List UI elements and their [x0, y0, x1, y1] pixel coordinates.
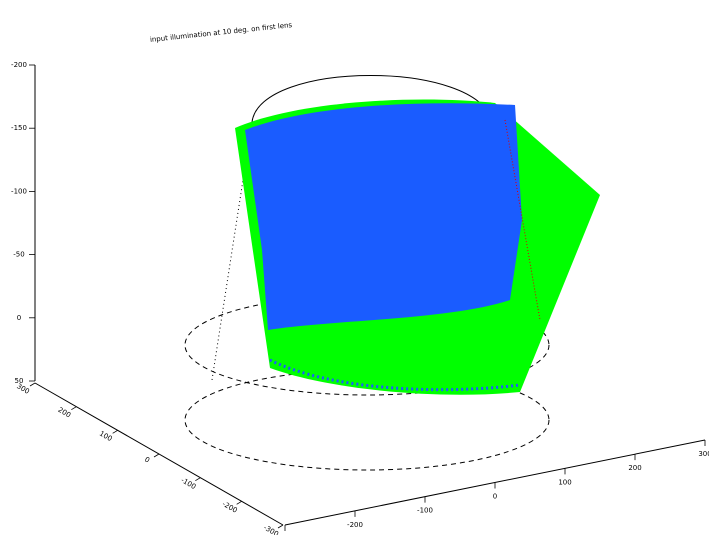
y-tick-label: 200	[57, 406, 73, 420]
z-tick-label: -200	[11, 61, 27, 69]
x-tick-label: -200	[347, 521, 363, 529]
lens-outline	[184, 294, 550, 396]
top-arc	[251, 75, 493, 123]
x-tick-label: 0	[493, 493, 497, 501]
z-tick-label: -100	[11, 187, 27, 195]
tick-mark	[195, 477, 201, 482]
chart-title: input illumination at 10 deg. on first l…	[150, 21, 293, 44]
tick-mark	[71, 406, 77, 411]
y-tick-label: -200	[221, 500, 239, 515]
red-rays	[504, 119, 541, 321]
axes: -200-150-100-500503002001000-100-200-300…	[11, 61, 709, 535]
y-tick-label: -300	[262, 524, 280, 535]
x-tick-label: 300	[698, 450, 709, 458]
z-tick-label: -150	[11, 124, 27, 132]
y-tick-label: 100	[98, 430, 114, 444]
ray-bundle	[184, 75, 600, 471]
y-tick-label: 300	[15, 382, 31, 396]
z-tick-label: 50	[15, 377, 24, 385]
tick-mark	[112, 429, 118, 434]
tick-mark	[153, 453, 160, 458]
blue-rays-base	[269, 358, 521, 392]
z-tick-label: -50	[13, 251, 24, 259]
x-tick-label: -100	[417, 507, 433, 515]
y-tick-label: 0	[143, 455, 151, 464]
tick-mark	[29, 382, 36, 387]
x-tick-label: 100	[558, 478, 571, 486]
x-tick-label: 200	[628, 464, 641, 472]
blue-rays	[245, 103, 522, 330]
lens-outline	[184, 369, 550, 471]
tick-mark	[277, 524, 284, 529]
tick-mark	[236, 500, 242, 505]
y-tick-label: -100	[179, 476, 197, 491]
z-tick-label: 0	[17, 314, 21, 322]
